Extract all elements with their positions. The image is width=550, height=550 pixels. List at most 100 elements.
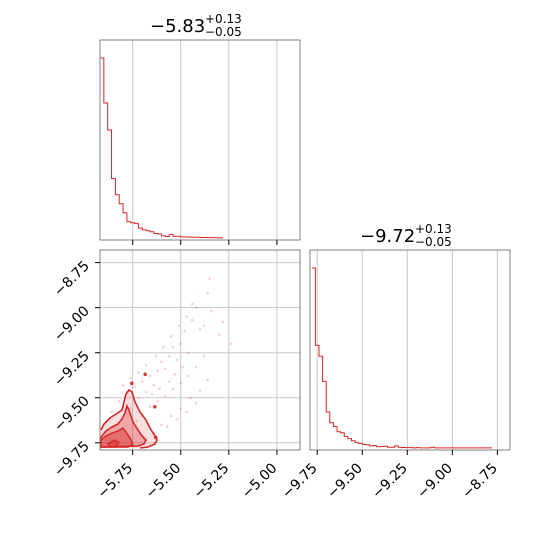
contour-fill-mid — [100, 403, 147, 448]
scatter-point — [141, 380, 144, 383]
scatter-point — [166, 425, 169, 428]
scatter-point — [198, 327, 202, 331]
histogram2-steps — [311, 267, 492, 449]
scatter-point — [171, 387, 175, 391]
scatter-point — [185, 315, 188, 318]
scatter-point — [164, 367, 167, 371]
contour-line-outer — [100, 388, 158, 449]
scatter-point — [110, 410, 113, 414]
scatter-point — [167, 355, 171, 358]
histogram1-steps — [100, 57, 224, 239]
scatter-point — [160, 423, 163, 427]
scatter-point — [117, 400, 121, 403]
scatter-point — [162, 345, 165, 349]
scatter-xtick-label: −5.75 — [95, 460, 137, 502]
scatter-point — [210, 309, 213, 313]
scatter-point — [175, 358, 179, 362]
scatter-point — [164, 394, 167, 398]
scatter-xtick-label: −5.50 — [143, 460, 185, 502]
histogram2-xtick-label: −9.75 — [279, 460, 321, 502]
scatter-point — [171, 345, 175, 349]
histogram2-title-value: −9.72 — [360, 226, 415, 247]
scatter-point — [137, 396, 140, 400]
scatter-point — [121, 383, 125, 387]
scatter-point — [135, 419, 138, 423]
scatter-point — [185, 410, 188, 414]
scatter-point — [208, 277, 211, 281]
scatter-point — [148, 374, 152, 378]
scatter-point — [177, 324, 181, 327]
scatter-ytick-label: −9.75 — [51, 438, 93, 480]
scatter-xtick-label: −5.00 — [239, 460, 281, 502]
scatter-xtick-label: −5.25 — [191, 460, 233, 502]
scatter-point — [194, 365, 198, 369]
histogram1-title-minus: −0.05 — [205, 25, 242, 39]
scatter-point-dense — [153, 404, 157, 409]
histogram2-xtick-label: −8.75 — [459, 460, 501, 502]
scatter-point-dense — [129, 381, 134, 386]
scatter-point — [137, 371, 140, 374]
scatter-point — [179, 407, 183, 410]
scatter-point — [129, 376, 133, 380]
scatter-point — [175, 418, 179, 421]
scatter-point — [206, 291, 209, 295]
histogram2-grid — [316, 250, 498, 450]
histogram1-title: −5.83 — [150, 16, 205, 37]
scatter-ytick-label: −9.00 — [51, 303, 93, 345]
scatter-ytick-label: −9.25 — [51, 348, 93, 390]
histogram1-frame — [99, 39, 301, 241]
scatter-ytick-label: −8.75 — [51, 258, 93, 300]
histogram1-title-value: −5.83 — [150, 16, 205, 37]
scatter-point — [173, 373, 177, 376]
scatter-point — [217, 333, 221, 336]
scatter-point — [206, 378, 209, 382]
contour-blob-small — [107, 439, 120, 448]
histogram1-title-plus: +0.13 — [205, 12, 242, 26]
histogram-panel-param2: −9.75 −9.50 −9.25 −9.00 −8.75 −9.72 +0.13 −0… — [279, 222, 511, 502]
scatter-point — [156, 369, 159, 373]
scatter-point — [202, 324, 206, 327]
scatter-point — [160, 360, 163, 364]
scatter-point — [187, 351, 190, 355]
scatter-point — [167, 380, 171, 383]
scatter-point — [169, 414, 173, 418]
scatter-panel: −5.75 −5.50 −5.25 −5.00 −9.75−9.50−9.25−9.00… — [51, 249, 301, 502]
histogram2-xtick-label: −9.00 — [414, 460, 456, 502]
scatter-point — [198, 389, 202, 392]
scatter-frame — [99, 249, 301, 451]
scatter-point — [158, 387, 161, 391]
scatter-point — [202, 355, 206, 358]
scatter-point — [154, 355, 158, 358]
scatter-point — [189, 396, 192, 400]
scatter-contours — [100, 388, 158, 449]
scatter-point — [133, 385, 136, 389]
scatter-point — [191, 318, 194, 322]
histogram1-ticks — [132, 240, 278, 245]
scatter-point — [179, 382, 183, 385]
scatter-ytick-label: −9.50 — [51, 393, 93, 435]
scatter-point — [181, 365, 184, 369]
scatter-point — [144, 391, 148, 394]
scatter-point — [156, 400, 159, 403]
scatter-point — [144, 364, 148, 367]
histogram2-title-minus: −0.05 — [415, 235, 452, 249]
histogram2-title: −9.72 — [360, 226, 415, 247]
histogram2-frame — [309, 249, 511, 451]
scatter-point — [179, 342, 183, 345]
scatter-point — [169, 335, 173, 338]
contour-fill-inner — [100, 427, 134, 448]
scatter-point — [148, 405, 152, 409]
histogram2-title-plus: +0.13 — [415, 222, 452, 236]
histogram-panel-param1: −5.83 +0.13 −0.05 — [99, 12, 301, 245]
histogram2-xtick-label: −9.50 — [324, 460, 366, 502]
scatter-point — [129, 407, 133, 410]
scatter-point — [194, 306, 198, 309]
scatter-point — [191, 302, 194, 306]
histogram2-xtick-label: −9.25 — [369, 460, 411, 502]
scatter-point — [150, 392, 154, 396]
scatter-point — [152, 383, 156, 387]
histogram1-grid — [132, 40, 278, 240]
scatter-point — [229, 342, 233, 345]
scatter-point — [183, 329, 186, 333]
